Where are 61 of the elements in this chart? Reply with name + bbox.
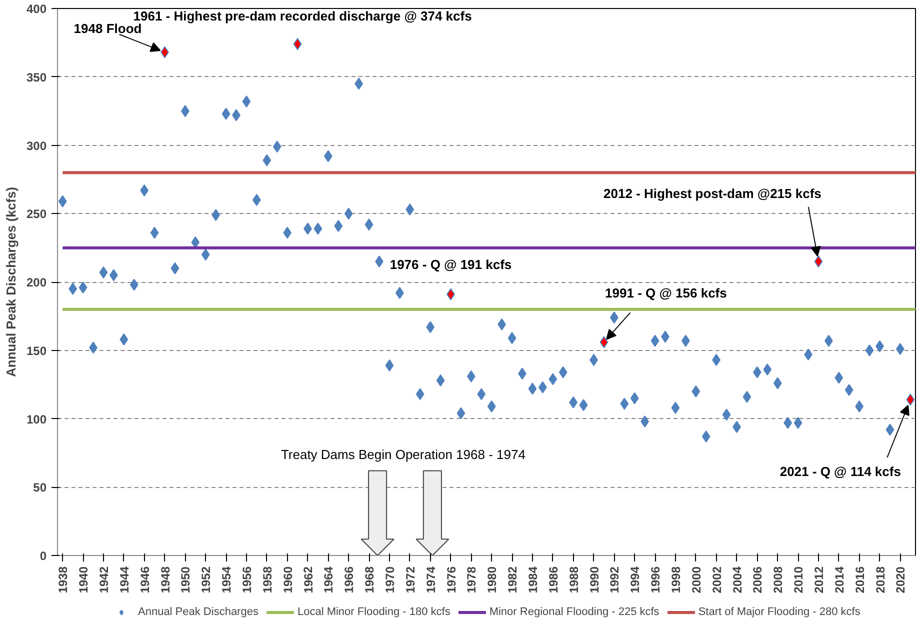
y-tick-label: 300 — [26, 138, 47, 153]
x-tick-label: 1982 — [506, 566, 520, 594]
x-tick-label: 1952 — [199, 566, 214, 594]
y-tick-label: 200 — [26, 276, 47, 290]
x-tick-label: 2014 — [832, 566, 846, 594]
x-tick-label: 1942 — [96, 566, 111, 594]
legend-label: Annual Peak Discharges — [138, 606, 258, 618]
x-tick-label: 1948 — [158, 566, 172, 594]
x-tick-label: 1958 — [260, 566, 274, 594]
x-tick-label: 2008 — [771, 566, 786, 594]
annotation: 2012 - Highest post-dam @215 kcfs — [604, 186, 822, 201]
annotation: 2021 - Q @ 114 kcfs — [780, 464, 901, 480]
x-tick-label: 1960 — [280, 566, 295, 594]
x-tick-label: 1966 — [342, 566, 356, 594]
x-tick-label: 1970 — [382, 566, 397, 594]
y-axis-title: Annual Peak Discharges (kcfs) — [3, 186, 18, 378]
x-tick-label: 2002 — [710, 566, 724, 594]
x-tick-label: 1990 — [587, 566, 602, 594]
x-tick-label: 1968 — [362, 566, 377, 594]
y-tick-label: 50 — [33, 480, 47, 495]
x-tick-label: 2016 — [852, 566, 867, 594]
x-tick-label: 2000 — [689, 566, 704, 594]
annotation: 1991 - Q @ 156 kcfs — [605, 286, 727, 301]
x-tick-label: 1994 — [628, 566, 642, 594]
x-tick-label: 1978 — [464, 566, 479, 594]
x-tick-label: 2006 — [750, 566, 765, 594]
x-tick-label: 1986 — [546, 566, 560, 594]
legend-label: Start of Major Flooding - 280 kcfs — [698, 606, 860, 618]
y-tick-label: 150 — [26, 344, 47, 358]
x-tick-label: 2012 — [812, 566, 826, 594]
x-tick-label: 1980 — [485, 566, 500, 594]
x-tick-label: 2010 — [792, 566, 806, 594]
x-tick-label: 1996 — [648, 566, 663, 594]
x-tick-label: 1940 — [76, 566, 91, 594]
y-tick-label: 400 — [26, 2, 47, 16]
x-tick-label: 1946 — [138, 566, 152, 594]
x-tick-label: 2004 — [730, 566, 744, 594]
x-tick-label: 1938 — [56, 566, 70, 594]
x-tick-label: 1962 — [301, 566, 316, 594]
legend-label: Minor Regional Flooding - 225 kcfs — [489, 606, 660, 618]
x-tick-label: 1976 — [444, 566, 458, 594]
x-tick-label: 1964 — [322, 566, 336, 594]
y-tick-label: 0 — [40, 549, 47, 563]
x-tick-label: 1974 — [424, 566, 438, 594]
y-tick-label: 100 — [26, 412, 47, 426]
x-tick-label: 1954 — [220, 566, 234, 594]
y-tick-label: 250 — [26, 207, 47, 222]
annotation: 1976 - Q @ 191 kcfs — [390, 256, 512, 272]
x-tick-label: 1956 — [240, 566, 254, 594]
x-tick-label: 1992 — [608, 566, 622, 594]
legend-label: Local Minor Flooding - 180 kcfs — [297, 606, 450, 618]
x-tick-label: 1944 — [117, 566, 132, 594]
x-tick-label: 2018 — [873, 566, 888, 594]
y-tick-label: 350 — [26, 70, 47, 84]
annotation: Treaty Dams Begin Operation 1968 - 1974 — [280, 446, 526, 462]
x-tick-label: 1988 — [566, 566, 581, 594]
x-tick-label: 1972 — [403, 566, 418, 594]
x-tick-label: 1998 — [668, 566, 683, 594]
x-tick-label: 1984 — [526, 566, 540, 594]
x-tick-label: 2020 — [894, 566, 908, 594]
x-tick-label: 1950 — [178, 566, 193, 594]
